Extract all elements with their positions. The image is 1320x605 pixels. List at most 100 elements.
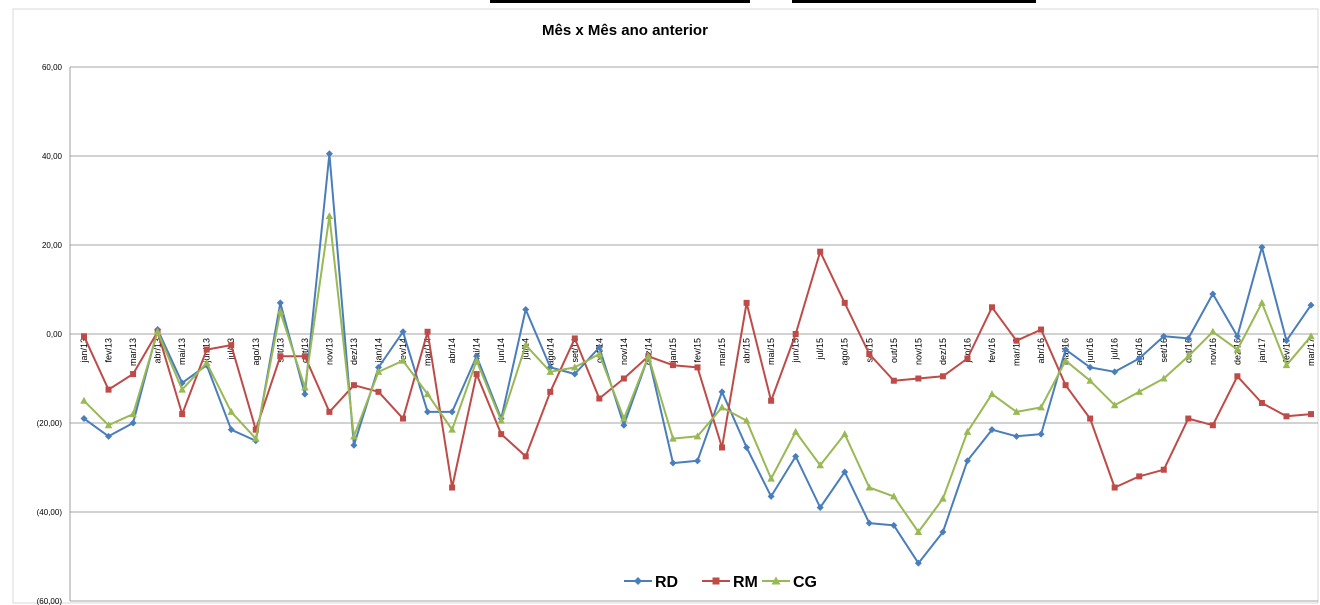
- data-point-cg: [840, 430, 849, 438]
- x-tick-label: jan/17: [1257, 338, 1267, 364]
- data-point-rm: [449, 484, 456, 491]
- data-point-cg: [816, 461, 824, 469]
- data-point-rm: [375, 388, 382, 395]
- data-point-cg: [497, 416, 505, 424]
- x-tick-label: nov/15: [913, 338, 923, 365]
- data-point-rd: [988, 426, 996, 434]
- x-tick-label: set/14: [570, 338, 580, 363]
- data-point-cg: [620, 414, 628, 422]
- data-point-rd: [1111, 368, 1119, 376]
- data-point-rm: [866, 351, 873, 358]
- data-point-cg: [1258, 298, 1266, 306]
- x-tick-label: fev/13: [104, 338, 114, 363]
- data-point-rm: [81, 333, 87, 340]
- data-point-cg: [1135, 387, 1144, 395]
- x-tick-label: ago/15: [840, 338, 850, 366]
- data-point-cg: [399, 356, 407, 364]
- x-tick-label: mar/15: [717, 338, 727, 366]
- data-point-rd: [620, 421, 628, 429]
- data-point-rd: [914, 559, 922, 567]
- data-point-rm: [915, 375, 922, 382]
- data-point-cg: [301, 383, 309, 391]
- data-point-cg: [423, 390, 432, 398]
- data-point-rm: [939, 373, 946, 380]
- top-border-left: [490, 0, 750, 3]
- data-point-rm: [768, 397, 775, 404]
- data-point-cg: [963, 427, 972, 435]
- x-tick-label: set/15: [864, 338, 874, 363]
- data-point-cg: [178, 385, 186, 393]
- data-point-cg: [742, 416, 751, 424]
- data-point-cg: [1233, 345, 1242, 353]
- data-point-cg: [129, 410, 137, 418]
- data-point-cg: [472, 356, 481, 364]
- data-point-rd: [1282, 337, 1290, 345]
- data-point-rm: [1185, 415, 1192, 422]
- x-tick-label: abr/14: [447, 338, 457, 364]
- data-point-rm: [1234, 373, 1241, 380]
- data-point-rm: [890, 377, 897, 384]
- data-point-cg: [1184, 352, 1193, 360]
- y-tick-label: 40,00: [42, 152, 63, 161]
- data-point-rd: [424, 408, 432, 416]
- data-point-rd: [595, 343, 603, 351]
- x-tick-label: mar/13: [128, 338, 138, 366]
- data-point-rm: [841, 299, 848, 306]
- data-point-rd: [669, 459, 677, 467]
- data-point-rm: [1160, 466, 1167, 473]
- data-point-rd: [743, 443, 751, 451]
- x-tick-label: mai/15: [766, 338, 776, 365]
- x-tick-label: ago/13: [251, 338, 261, 366]
- data-point-cg: [1110, 401, 1119, 409]
- y-tick-label: (20,00): [37, 419, 63, 428]
- data-point-rm: [228, 342, 235, 349]
- data-point-rd: [227, 426, 235, 434]
- x-tick-label: mar/16: [1012, 338, 1022, 366]
- data-point-cg: [571, 363, 579, 371]
- data-point-cg: [521, 341, 530, 349]
- data-point-rd: [1037, 430, 1045, 438]
- data-point-rm: [571, 335, 578, 342]
- data-point-rm: [522, 453, 529, 460]
- data-point-rd: [792, 452, 800, 460]
- data-point-rd: [767, 492, 775, 500]
- data-point-rd: [399, 328, 407, 336]
- data-point-cg: [1307, 332, 1315, 340]
- x-tick-label: jun/15: [791, 338, 801, 364]
- data-point-rd: [350, 441, 358, 449]
- data-point-rd: [522, 306, 530, 314]
- data-point-rm: [547, 388, 554, 395]
- data-point-cg: [1086, 376, 1094, 384]
- data-point-rm: [1283, 413, 1290, 420]
- data-point-rd: [939, 528, 947, 536]
- y-tick-label: (60,00): [37, 597, 63, 605]
- data-point-rd: [105, 432, 113, 440]
- x-tick-label: fev/14: [398, 338, 408, 363]
- data-point-rd: [1160, 332, 1168, 340]
- data-point-rm: [130, 371, 137, 378]
- x-tick-label: fev/17: [1281, 338, 1291, 363]
- y-tick-label: 20,00: [42, 241, 63, 250]
- x-tick-label: nov/14: [619, 338, 629, 365]
- series-line-cg: [83, 215, 1312, 533]
- x-tick-label: abr/13: [153, 338, 163, 364]
- x-tick-label: jan/16: [962, 338, 972, 364]
- y-tick-label: 60,00: [42, 63, 63, 72]
- data-point-rd: [718, 388, 726, 396]
- x-tick-label: jan/13: [79, 338, 89, 364]
- data-point-cg: [374, 367, 383, 375]
- data-point-rd: [276, 299, 284, 307]
- x-tick-label: abr/16: [1036, 338, 1046, 364]
- data-point-cg: [227, 407, 236, 415]
- data-point-rm: [1038, 326, 1045, 333]
- x-tick-label: jan/15: [668, 338, 678, 364]
- data-point-rd: [1258, 243, 1266, 251]
- legend-rd-label: RD: [655, 574, 678, 591]
- data-point-rm: [743, 299, 750, 306]
- data-point-cg: [1209, 327, 1217, 335]
- data-point-cg: [890, 492, 898, 500]
- data-point-rd: [694, 457, 701, 465]
- data-point-rd: [374, 363, 382, 371]
- legend-rm-label: RM: [733, 574, 758, 591]
